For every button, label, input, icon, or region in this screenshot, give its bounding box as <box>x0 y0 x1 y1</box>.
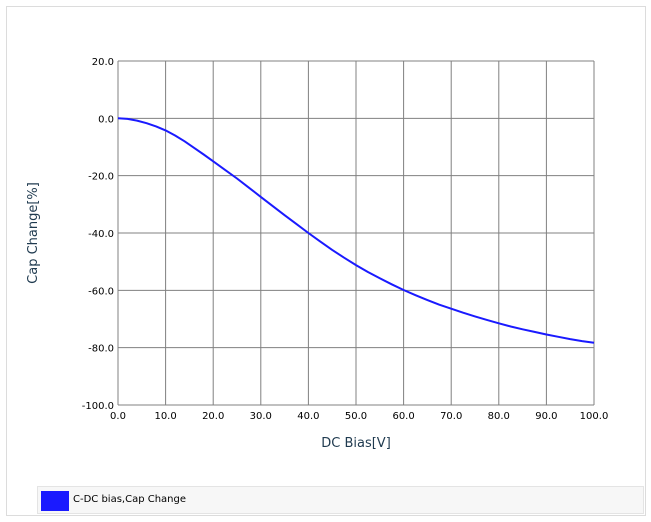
y-tick-label: 0.0 <box>98 114 114 125</box>
y-tick-label: -80.0 <box>88 344 114 355</box>
tick-labels: 0.0 10.0 20.0 30.0 40.0 50.0 60.0 70.0 80.0 90.0 1… <box>82 57 609 422</box>
series-line <box>117 117 595 344</box>
legend-swatch <box>41 491 69 511</box>
chart-panel: 0.0 10.0 20.0 30.0 40.0 50.0 60.0 70.0 80.0 90.0 1… <box>6 6 646 516</box>
x-tick-label: 40.0 <box>297 411 319 422</box>
x-tick-label: 20.0 <box>202 411 224 422</box>
y-tick-label: -20.0 <box>88 172 114 183</box>
x-tick-label: 90.0 <box>535 411 557 422</box>
y-tick-label: -40.0 <box>88 229 114 240</box>
x-tick-label: 70.0 <box>440 411 462 422</box>
legend-label: C-DC bias,Cap Change <box>73 494 187 505</box>
y-axis-title: Cap Change[%] <box>26 182 41 284</box>
series-layer <box>117 117 595 344</box>
x-tick-label: 10.0 <box>154 411 176 422</box>
x-tick-label: 100.0 <box>580 411 609 422</box>
chart: 0.0 10.0 20.0 30.0 40.0 50.0 60.0 70.0 80.0 90.0 1… <box>26 57 609 451</box>
y-tick-label: -100.0 <box>82 401 114 412</box>
y-tick-label: 20.0 <box>92 57 114 68</box>
x-tick-label: 30.0 <box>250 411 272 422</box>
x-tick-label: 60.0 <box>392 411 414 422</box>
legend: C-DC bias,Cap Change <box>37 486 644 514</box>
x-tick-label: 80.0 <box>488 411 510 422</box>
grid <box>117 60 595 406</box>
x-tick-label: 50.0 <box>345 411 367 422</box>
x-tick-label: 0.0 <box>110 411 126 422</box>
y-tick-label: -60.0 <box>88 286 114 297</box>
x-axis-title: DC Bias[V] <box>321 436 391 451</box>
